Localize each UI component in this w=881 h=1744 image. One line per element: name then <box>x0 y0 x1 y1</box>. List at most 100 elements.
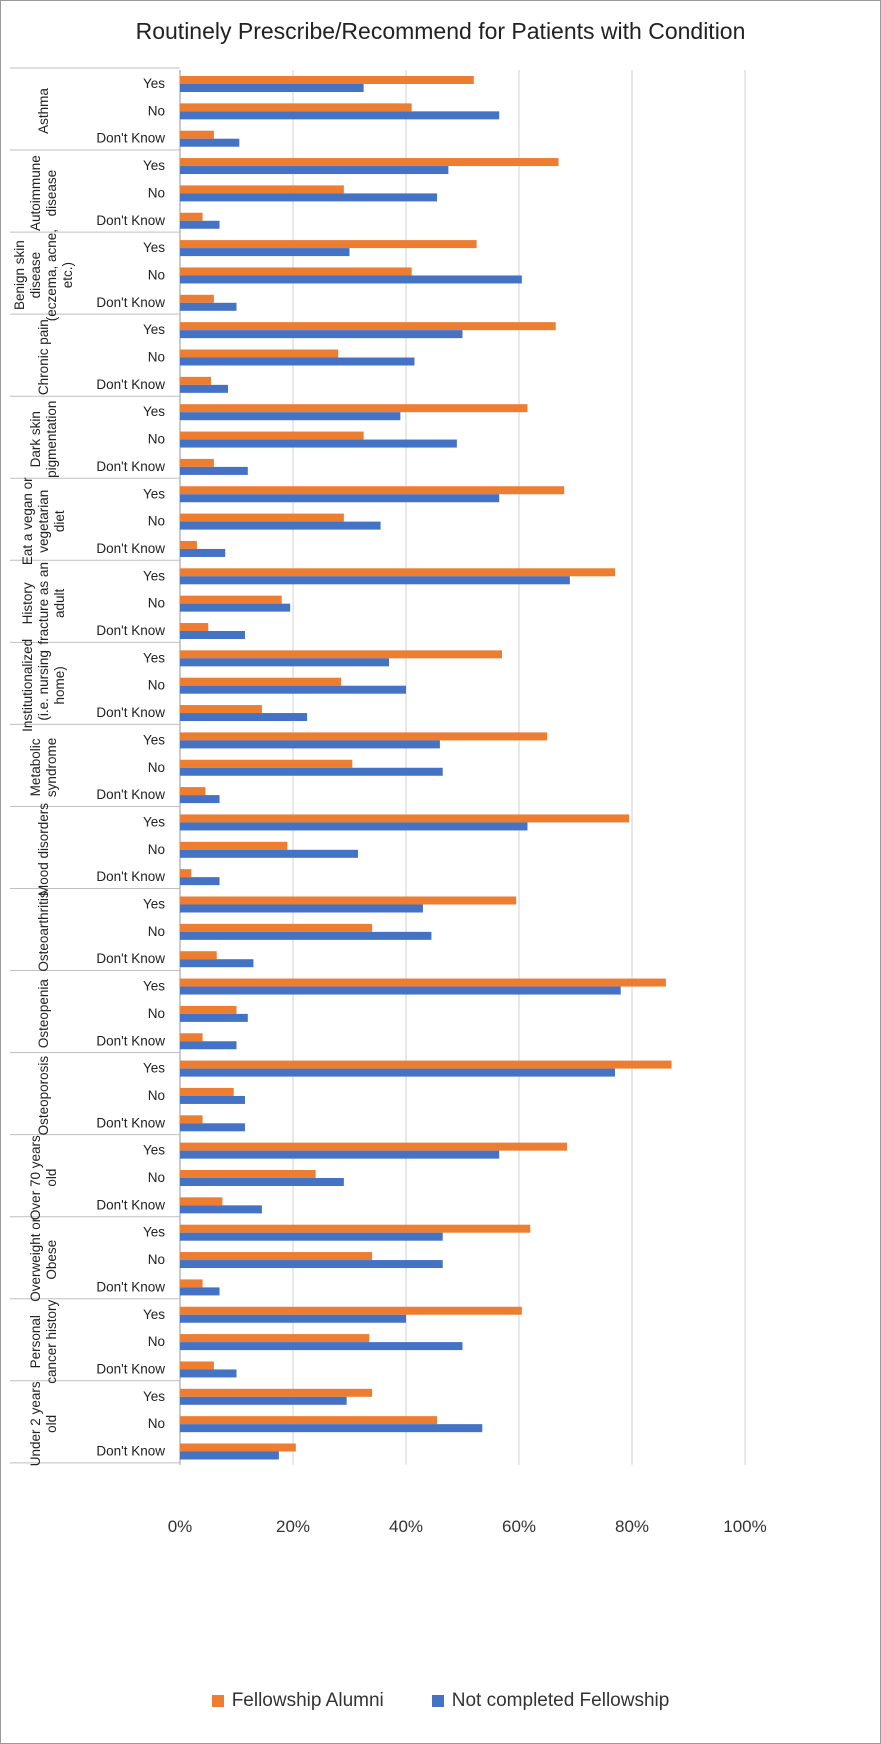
legend-swatch-fellowship-alumni <box>211 1695 224 1707</box>
group-label-line: Osteopenia <box>36 979 51 1049</box>
group-label-line: Overweight or <box>28 1217 43 1302</box>
bar-fellowship-alumni <box>180 185 344 194</box>
answer-label: Yes <box>143 814 165 829</box>
answer-label: No <box>148 760 165 775</box>
bar-not-completed <box>180 220 220 229</box>
group-label: Osteoporosis <box>36 1056 51 1136</box>
bar-chart-plot: Yes No Don't Know Yes No Don't Know Yes No Don't… <box>10 67 767 1536</box>
bar-not-completed <box>180 795 220 804</box>
answer-label: Yes <box>143 1307 165 1322</box>
bar-fellowship-alumni <box>180 212 203 221</box>
answer-label: No <box>148 103 165 118</box>
bar-not-completed <box>180 357 415 366</box>
answer-label: Yes <box>143 1389 165 1404</box>
bar-not-completed <box>180 959 254 968</box>
bar-not-completed <box>180 548 226 557</box>
group-label-line: Mood disorders <box>36 803 51 896</box>
bar-fellowship-alumni <box>180 294 214 303</box>
bar-fellowship-alumni <box>180 896 517 905</box>
group-label-line: old <box>44 1415 59 1433</box>
bar-not-completed <box>180 631 245 639</box>
bar-fellowship-alumni <box>180 1197 223 1206</box>
group-label-line: Institutionalized <box>20 639 35 732</box>
answer-label: Don't Know <box>96 623 165 638</box>
answer-label: Don't Know <box>96 705 165 720</box>
answer-label: No <box>148 1334 165 1349</box>
bar-fellowship-alumni <box>180 705 262 714</box>
x-tick-label: 100% <box>723 1517 766 1536</box>
group-label-line: Metabolic <box>28 738 43 796</box>
group-label-line: Osteoporosis <box>36 1056 51 1136</box>
bar-not-completed <box>180 1068 616 1077</box>
bar-not-completed <box>180 740 440 749</box>
answer-label: Don't Know <box>96 787 165 802</box>
bar-fellowship-alumni <box>180 486 565 495</box>
bar-not-completed <box>180 521 381 530</box>
bar-fellowship-alumni <box>180 103 412 112</box>
bar-fellowship-alumni <box>180 349 339 358</box>
bar-not-completed <box>180 1150 500 1159</box>
group-label-line: Chronic pain <box>36 319 51 395</box>
group-label-line: Osteoarthritis <box>36 891 51 972</box>
bar-fellowship-alumni <box>180 1060 672 1069</box>
answer-label: Yes <box>143 1225 165 1240</box>
group-label: Mood disorders <box>36 803 51 896</box>
answer-label: Yes <box>143 1061 165 1076</box>
bar-fellowship-alumni <box>180 595 282 604</box>
bar-fellowship-alumni <box>180 568 616 577</box>
group-label-line: Over 70 years <box>28 1135 43 1220</box>
bar-fellowship-alumni <box>180 1443 296 1452</box>
group-label-line: Personal <box>28 1315 43 1368</box>
answer-label: Yes <box>143 979 165 994</box>
group-label-line: disease <box>44 170 59 217</box>
answer-label: Yes <box>143 158 165 173</box>
bar-fellowship-alumni <box>180 1252 373 1261</box>
answer-labels: Yes No Don't Know Yes No Don't Know Yes No Don't… <box>96 76 165 1459</box>
answer-label: Don't Know <box>96 541 165 556</box>
answer-label: Yes <box>143 650 165 665</box>
group-label-line: Autoimmune <box>28 155 43 231</box>
bar-not-completed <box>180 1123 245 1132</box>
bar-fellowship-alumni <box>180 376 212 385</box>
x-tick-label: 40% <box>389 1517 423 1536</box>
group-label-line: vegetarian <box>36 490 51 553</box>
bar-fellowship-alumni <box>180 1334 370 1343</box>
bar-not-completed <box>180 1178 344 1186</box>
answer-label: No <box>148 678 165 693</box>
group-label: Chronic pain <box>36 319 51 395</box>
bar-fellowship-alumni <box>180 677 342 686</box>
group-label-line: fracture as an <box>36 562 51 645</box>
legend-swatch-not-completed <box>431 1695 444 1707</box>
answer-label: Don't Know <box>96 1361 165 1376</box>
group-label-line: History <box>20 582 35 624</box>
group-label: Over 70 yearsold <box>28 1135 59 1220</box>
group-label-line: Asthma <box>36 88 51 134</box>
group-label: Eat a vegan orvegetariandiet <box>20 477 67 565</box>
group-label: Osteoarthritis <box>36 891 51 972</box>
bar-fellowship-alumni <box>180 130 214 139</box>
bar-not-completed <box>180 1342 463 1351</box>
group-label-line: disease <box>28 252 43 299</box>
bar-fellowship-alumni <box>180 978 666 987</box>
bar-fellowship-alumni <box>180 267 412 276</box>
answer-label: Yes <box>143 76 165 91</box>
answer-label: Yes <box>143 1143 165 1158</box>
bar-not-completed <box>180 330 463 339</box>
group-label-line: Eat a vegan or <box>20 477 35 565</box>
bar-not-completed <box>180 1260 443 1269</box>
bar-not-completed <box>180 439 457 448</box>
group-label-line: old <box>44 1169 59 1187</box>
bar-not-completed <box>180 138 240 147</box>
group-label: Benign skindisease(eczema, acne,etc.) <box>12 229 75 321</box>
bar-fellowship-alumni <box>180 951 217 960</box>
bar-not-completed <box>180 193 438 202</box>
bar-fellowship-alumni <box>180 404 528 413</box>
answer-label: Yes <box>143 486 165 501</box>
answer-label: No <box>148 432 165 447</box>
bar-not-completed <box>180 1205 262 1214</box>
legend: Fellowship Alumni Not completed Fellowsh… <box>0 1690 881 1712</box>
bar-fellowship-alumni <box>180 1115 203 1124</box>
answer-label: No <box>148 350 165 365</box>
bar-fellowship-alumni <box>180 1361 214 1370</box>
